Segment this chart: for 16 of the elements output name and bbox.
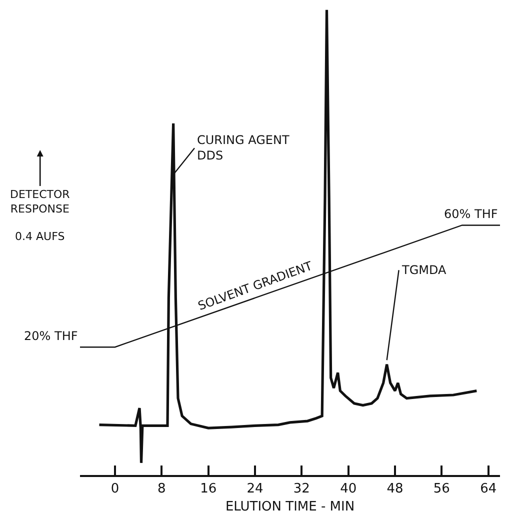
x-tick-label: 48 [386, 481, 404, 496]
x-tick-label: 16 [200, 481, 217, 496]
y-axis-title: DETECTOR RESPONSE [10, 188, 70, 216]
x-tick-label: 32 [293, 481, 310, 496]
text: 0.4 AUFS [15, 230, 65, 243]
x-tick-label: 40 [340, 481, 357, 496]
annotation: 60% THF [444, 207, 498, 221]
x-tick-label: 24 [246, 481, 264, 496]
x-axis-title: ELUTION TIME - MIN [225, 499, 355, 514]
x-tick-label: 0 [110, 481, 120, 496]
annotation: CURING AGENT DDS [197, 133, 290, 163]
annotation: TGMDA [401, 263, 448, 277]
x-tick-label: 64 [480, 481, 497, 496]
x-tick-label: 56 [433, 481, 450, 496]
annotation: 20% THF [24, 329, 78, 343]
x-tick-label: 8 [158, 481, 166, 496]
